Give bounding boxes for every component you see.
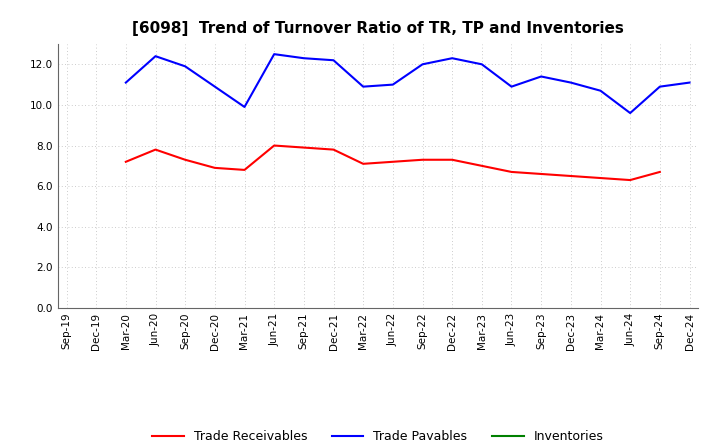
Trade Payables xyxy=(359,84,367,89)
Trade Payables xyxy=(655,84,664,89)
Trade Receivables xyxy=(567,173,575,179)
Trade Payables xyxy=(537,74,546,79)
Trade Receivables xyxy=(240,167,249,172)
Legend: Trade Receivables, Trade Payables, Inventories: Trade Receivables, Trade Payables, Inven… xyxy=(148,425,608,440)
Trade Receivables xyxy=(359,161,367,166)
Title: [6098]  Trend of Turnover Ratio of TR, TP and Inventories: [6098] Trend of Turnover Ratio of TR, TP… xyxy=(132,21,624,36)
Trade Receivables xyxy=(329,147,338,152)
Trade Receivables xyxy=(418,157,427,162)
Trade Payables xyxy=(626,110,634,116)
Trade Receivables xyxy=(507,169,516,175)
Trade Payables xyxy=(210,84,219,89)
Trade Payables xyxy=(567,80,575,85)
Line: Trade Receivables: Trade Receivables xyxy=(126,146,660,180)
Trade Receivables xyxy=(596,176,605,181)
Trade Receivables xyxy=(389,159,397,165)
Trade Payables xyxy=(300,55,308,61)
Trade Payables xyxy=(448,55,456,61)
Trade Receivables xyxy=(477,163,486,169)
Trade Payables xyxy=(329,58,338,63)
Line: Trade Payables: Trade Payables xyxy=(126,54,690,113)
Trade Receivables xyxy=(655,169,664,175)
Trade Receivables xyxy=(626,177,634,183)
Trade Payables xyxy=(181,64,189,69)
Trade Receivables xyxy=(122,159,130,165)
Trade Payables xyxy=(418,62,427,67)
Trade Receivables xyxy=(537,171,546,176)
Trade Receivables xyxy=(151,147,160,152)
Trade Payables xyxy=(507,84,516,89)
Trade Payables xyxy=(477,62,486,67)
Trade Receivables xyxy=(270,143,279,148)
Trade Payables xyxy=(122,80,130,85)
Trade Receivables xyxy=(210,165,219,171)
Trade Payables xyxy=(270,51,279,57)
Trade Payables xyxy=(389,82,397,87)
Trade Payables xyxy=(240,104,249,110)
Trade Receivables xyxy=(448,157,456,162)
Trade Receivables xyxy=(181,157,189,162)
Trade Payables xyxy=(151,54,160,59)
Trade Payables xyxy=(596,88,605,93)
Trade Receivables xyxy=(300,145,308,150)
Trade Payables xyxy=(685,80,694,85)
